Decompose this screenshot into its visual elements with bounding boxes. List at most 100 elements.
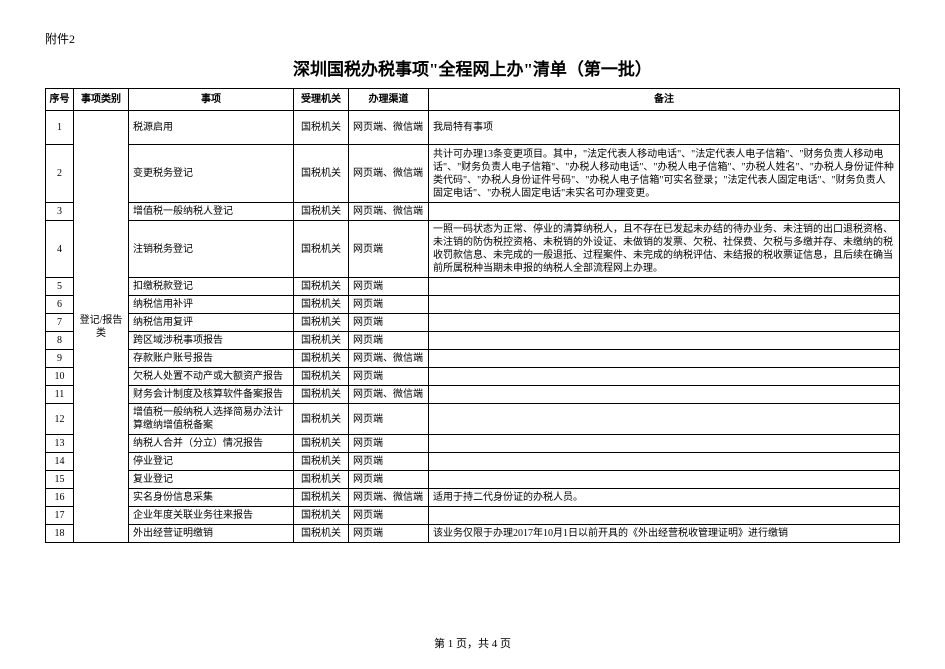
cell-category: 登记/报告类 bbox=[74, 111, 129, 543]
cell-item: 纳税信用补评 bbox=[129, 296, 294, 314]
cell-item: 变更税务登记 bbox=[129, 145, 294, 203]
cell-org: 国税机关 bbox=[294, 507, 349, 525]
cell-seq: 18 bbox=[46, 525, 74, 543]
cell-remark bbox=[429, 471, 900, 489]
cell-channel: 网页端、微信端 bbox=[349, 145, 429, 203]
cell-org: 国税机关 bbox=[294, 471, 349, 489]
cell-channel: 网页端、微信端 bbox=[349, 111, 429, 145]
attachment-label: 附件2 bbox=[45, 30, 900, 47]
cell-seq: 15 bbox=[46, 471, 74, 489]
cell-org: 国税机关 bbox=[294, 350, 349, 368]
table-row: 11 财务会计制度及核算软件备案报告 国税机关 网页端、微信端 bbox=[46, 386, 900, 404]
cell-channel: 网页端 bbox=[349, 453, 429, 471]
cell-remark bbox=[429, 296, 900, 314]
table-row: 6 纳税信用补评 国税机关 网页端 bbox=[46, 296, 900, 314]
table-row: 9 存款账户账号报告 国税机关 网页端、微信端 bbox=[46, 350, 900, 368]
cell-remark bbox=[429, 368, 900, 386]
cell-channel: 网页端 bbox=[349, 296, 429, 314]
cell-org: 国税机关 bbox=[294, 332, 349, 350]
cell-item: 纳税信用复评 bbox=[129, 314, 294, 332]
cell-remark: 我局特有事项 bbox=[429, 111, 900, 145]
cell-channel: 网页端 bbox=[349, 221, 429, 278]
cell-org: 国税机关 bbox=[294, 453, 349, 471]
table-row: 15 复业登记 国税机关 网页端 bbox=[46, 471, 900, 489]
cell-org: 国税机关 bbox=[294, 314, 349, 332]
cell-item: 扣缴税款登记 bbox=[129, 278, 294, 296]
cell-seq: 3 bbox=[46, 203, 74, 221]
cell-channel: 网页端 bbox=[349, 435, 429, 453]
cell-channel: 网页端 bbox=[349, 278, 429, 296]
cell-remark: 适用于持二代身份证的办税人员。 bbox=[429, 489, 900, 507]
cell-item: 纳税人合并（分立）情况报告 bbox=[129, 435, 294, 453]
cell-remark: 该业务仅限于办理2017年10月1日以前开具的《外出经营税收管理证明》进行缴销 bbox=[429, 525, 900, 543]
cell-channel: 网页端 bbox=[349, 404, 429, 435]
cell-item: 实名身份信息采集 bbox=[129, 489, 294, 507]
cell-org: 国税机关 bbox=[294, 386, 349, 404]
cell-remark bbox=[429, 350, 900, 368]
table-row: 4 注销税务登记 国税机关 网页端 一照一码状态为正常、停业的清算纳税人，且不存… bbox=[46, 221, 900, 278]
table-row: 1 登记/报告类 税源启用 国税机关 网页端、微信端 我局特有事项 bbox=[46, 111, 900, 145]
cell-remark bbox=[429, 507, 900, 525]
cell-org: 国税机关 bbox=[294, 404, 349, 435]
cell-remark bbox=[429, 203, 900, 221]
header-seq: 序号 bbox=[46, 89, 74, 111]
cell-seq: 13 bbox=[46, 435, 74, 453]
cell-org: 国税机关 bbox=[294, 296, 349, 314]
cell-remark bbox=[429, 386, 900, 404]
cell-seq: 14 bbox=[46, 453, 74, 471]
cell-seq: 5 bbox=[46, 278, 74, 296]
cell-item: 财务会计制度及核算软件备案报告 bbox=[129, 386, 294, 404]
cell-org: 国税机关 bbox=[294, 203, 349, 221]
table-row: 10 欠税人处置不动产或大额资产报告 国税机关 网页端 bbox=[46, 368, 900, 386]
cell-item: 复业登记 bbox=[129, 471, 294, 489]
cell-channel: 网页端 bbox=[349, 507, 429, 525]
table-row: 13 纳税人合并（分立）情况报告 国税机关 网页端 bbox=[46, 435, 900, 453]
tax-items-table: 序号 事项类别 事项 受理机关 办理渠道 备注 1 登记/报告类 税源启用 国税… bbox=[45, 88, 900, 543]
cell-seq: 7 bbox=[46, 314, 74, 332]
cell-seq: 12 bbox=[46, 404, 74, 435]
cell-channel: 网页端 bbox=[349, 314, 429, 332]
cell-remark: 一照一码状态为正常、停业的清算纳税人，且不存在已发起未办结的待办业务、未注销的出… bbox=[429, 221, 900, 278]
cell-seq: 11 bbox=[46, 386, 74, 404]
cell-seq: 6 bbox=[46, 296, 74, 314]
cell-remark bbox=[429, 332, 900, 350]
cell-org: 国税机关 bbox=[294, 489, 349, 507]
page-footer: 第 1 页，共 4 页 bbox=[0, 635, 945, 651]
cell-org: 国税机关 bbox=[294, 435, 349, 453]
cell-seq: 2 bbox=[46, 145, 74, 203]
cell-item: 外出经营证明缴销 bbox=[129, 525, 294, 543]
cell-seq: 8 bbox=[46, 332, 74, 350]
cell-org: 国税机关 bbox=[294, 145, 349, 203]
cell-channel: 网页端、微信端 bbox=[349, 489, 429, 507]
cell-channel: 网页端、微信端 bbox=[349, 203, 429, 221]
table-header-row: 序号 事项类别 事项 受理机关 办理渠道 备注 bbox=[46, 89, 900, 111]
cell-org: 国税机关 bbox=[294, 368, 349, 386]
cell-channel: 网页端 bbox=[349, 332, 429, 350]
cell-item: 欠税人处置不动产或大额资产报告 bbox=[129, 368, 294, 386]
cell-item: 增值税一般纳税人登记 bbox=[129, 203, 294, 221]
cell-org: 国税机关 bbox=[294, 221, 349, 278]
table-row: 8 跨区域涉税事项报告 国税机关 网页端 bbox=[46, 332, 900, 350]
cell-seq: 10 bbox=[46, 368, 74, 386]
table-row: 16 实名身份信息采集 国税机关 网页端、微信端 适用于持二代身份证的办税人员。 bbox=[46, 489, 900, 507]
table-row: 7 纳税信用复评 国税机关 网页端 bbox=[46, 314, 900, 332]
table-row: 3 增值税一般纳税人登记 国税机关 网页端、微信端 bbox=[46, 203, 900, 221]
table-row: 2 变更税务登记 国税机关 网页端、微信端 共计可办理13条变更项目。其中，"法… bbox=[46, 145, 900, 203]
cell-remark bbox=[429, 404, 900, 435]
table-row: 14 停业登记 国税机关 网页端 bbox=[46, 453, 900, 471]
cell-seq: 1 bbox=[46, 111, 74, 145]
table-row: 5 扣缴税款登记 国税机关 网页端 bbox=[46, 278, 900, 296]
header-channel: 办理渠道 bbox=[349, 89, 429, 111]
cell-seq: 4 bbox=[46, 221, 74, 278]
cell-channel: 网页端 bbox=[349, 525, 429, 543]
cell-org: 国税机关 bbox=[294, 278, 349, 296]
table-row: 17 企业年度关联业务往来报告 国税机关 网页端 bbox=[46, 507, 900, 525]
cell-remark bbox=[429, 278, 900, 296]
cell-item: 存款账户账号报告 bbox=[129, 350, 294, 368]
cell-channel: 网页端、微信端 bbox=[349, 386, 429, 404]
cell-item: 增值税一般纳税人选择简易办法计算缴纳增值税备案 bbox=[129, 404, 294, 435]
cell-channel: 网页端 bbox=[349, 368, 429, 386]
cell-remark bbox=[429, 453, 900, 471]
cell-item: 跨区域涉税事项报告 bbox=[129, 332, 294, 350]
cell-remark bbox=[429, 314, 900, 332]
